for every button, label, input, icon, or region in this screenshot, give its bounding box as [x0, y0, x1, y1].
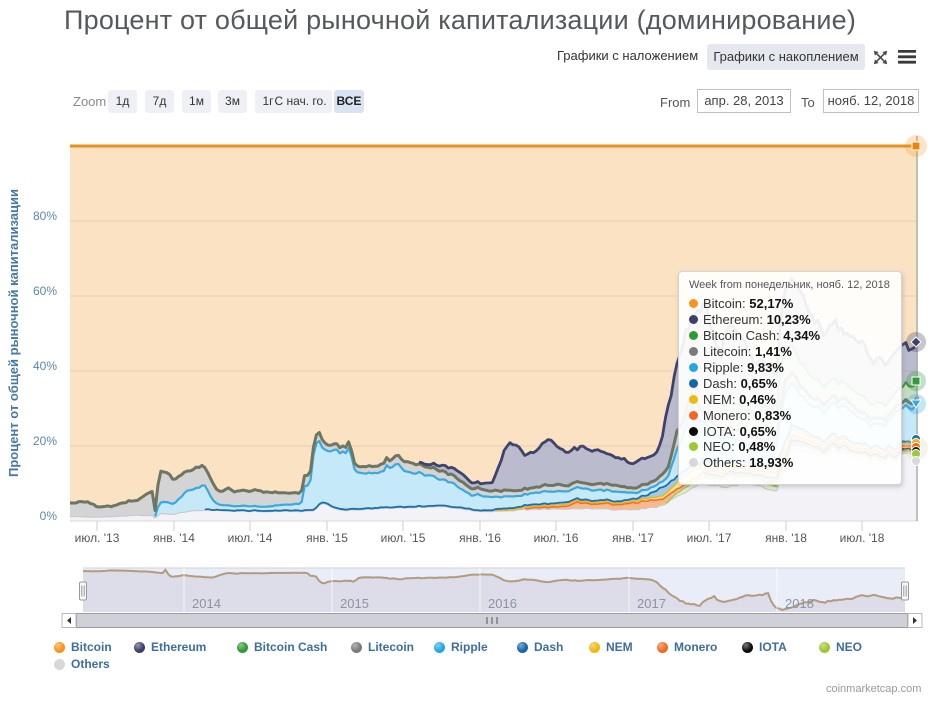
- svg-text:янв. '16: янв. '16: [459, 531, 501, 545]
- svg-text:янв. '15: янв. '15: [306, 531, 348, 545]
- svg-text:2014: 2014: [192, 596, 221, 611]
- svg-text:июл. '16: июл. '16: [534, 531, 579, 545]
- svg-text:янв. '18: янв. '18: [765, 531, 807, 545]
- svg-text:Процент от общей рыночной капи: Процент от общей рыночной капитализации: [6, 189, 21, 477]
- svg-text:0%: 0%: [40, 509, 58, 523]
- svg-text:80%: 80%: [33, 209, 57, 223]
- svg-text:2015: 2015: [340, 596, 369, 611]
- svg-text:2016: 2016: [488, 596, 517, 611]
- svg-text:июл. '18: июл. '18: [840, 531, 885, 545]
- svg-text:июл. '17: июл. '17: [687, 531, 732, 545]
- svg-text:40%: 40%: [33, 359, 57, 373]
- svg-text:июл. '14: июл. '14: [228, 531, 273, 545]
- svg-text:июл. '13: июл. '13: [75, 531, 120, 545]
- svg-text:2018: 2018: [785, 596, 814, 611]
- svg-text:янв. '17: янв. '17: [612, 531, 654, 545]
- svg-text:60%: 60%: [33, 284, 57, 298]
- svg-text:янв. '14: янв. '14: [153, 531, 195, 545]
- svg-text:20%: 20%: [33, 434, 57, 448]
- svg-text:июл. '15: июл. '15: [381, 531, 426, 545]
- svg-text:2017: 2017: [637, 596, 666, 611]
